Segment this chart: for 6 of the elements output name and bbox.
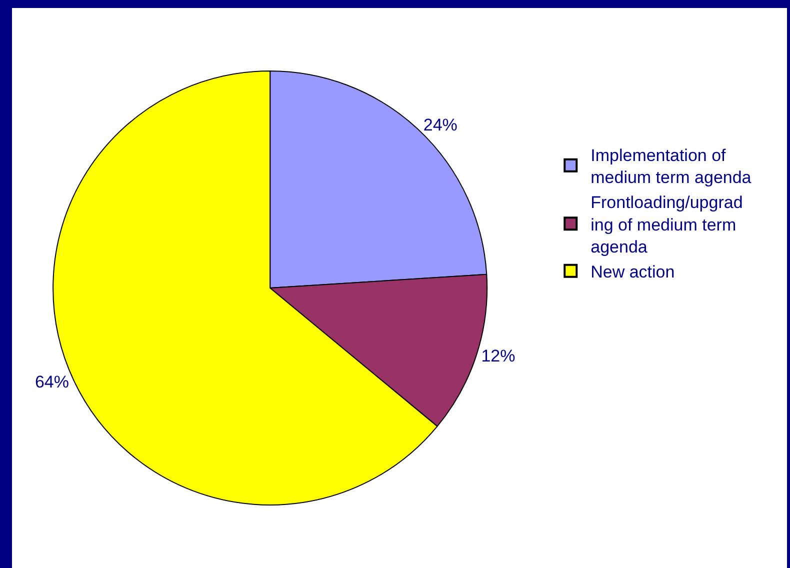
legend-label: Implementation of medium term agenda xyxy=(590,146,752,188)
legend-label: New action xyxy=(590,262,675,282)
legend-label: Frontloading/upgrading of medium term agenda xyxy=(590,193,743,256)
data-label: 12% xyxy=(481,346,516,366)
data-label: 64% xyxy=(34,372,69,392)
data-label: 24% xyxy=(423,115,458,134)
